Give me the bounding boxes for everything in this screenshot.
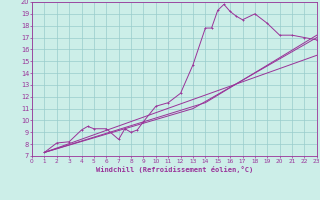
X-axis label: Windchill (Refroidissement éolien,°C): Windchill (Refroidissement éolien,°C)	[96, 166, 253, 173]
